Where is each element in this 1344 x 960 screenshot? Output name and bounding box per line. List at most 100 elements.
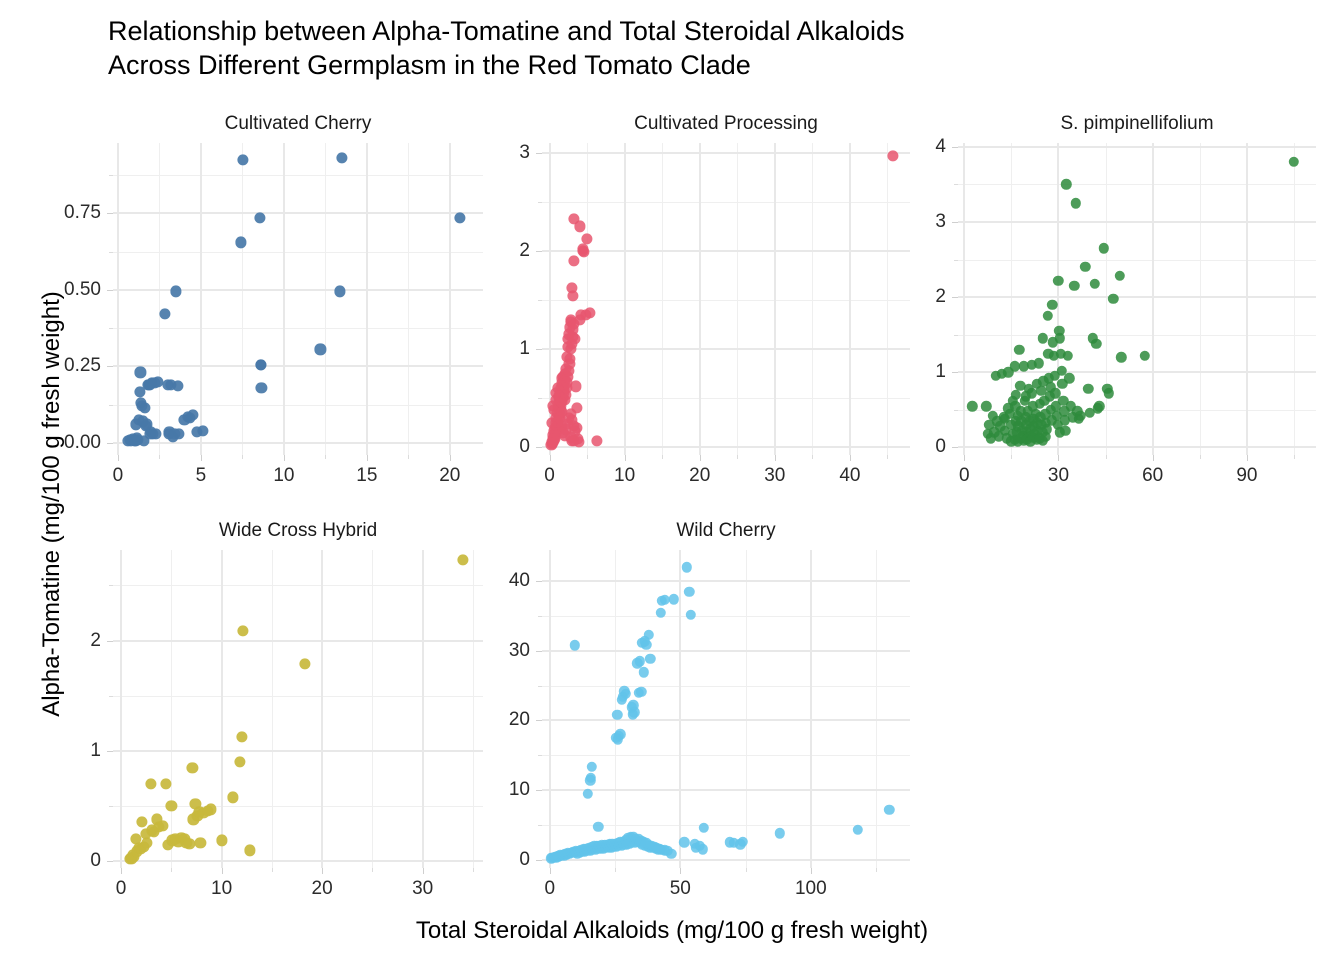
data-point — [1040, 409, 1051, 420]
data-point — [1015, 406, 1026, 417]
y-tick-mark — [536, 790, 542, 792]
data-point — [236, 731, 248, 743]
data-point — [1098, 243, 1110, 254]
x-tick-mark — [221, 868, 223, 874]
data-point — [1087, 333, 1099, 344]
gridline-minor-vertical — [271, 550, 273, 868]
data-point — [585, 772, 597, 783]
data-point — [556, 406, 568, 418]
panel-cultivated-processing: Cultivated Processing 0 10 20 30 40 0 1 2 3 — [519, 113, 910, 486]
data-point — [554, 412, 566, 424]
gridline-minor-horizontal — [113, 328, 483, 330]
x-tick-mark — [849, 455, 851, 461]
y-tick-minor — [954, 409, 958, 411]
y-tick-minor — [109, 806, 113, 808]
x-tick-label: 90 — [1236, 465, 1258, 486]
gridline-major-vertical — [448, 143, 451, 455]
gridline-minor-horizontal — [542, 201, 910, 203]
data-point — [170, 285, 182, 297]
x-tick-label: 0 — [115, 878, 127, 899]
x-tick-minor — [615, 868, 617, 872]
data-point — [685, 609, 696, 620]
data-point — [1068, 280, 1080, 292]
gridline-minor-vertical — [1105, 143, 1107, 455]
gridline-major-horizontal — [113, 749, 483, 752]
x-tick-mark — [200, 455, 202, 461]
gridline-major-vertical — [1151, 143, 1154, 455]
plot-area: 0 30 60 90 0 1 2 3 4 — [935, 136, 1316, 486]
data-point — [334, 285, 346, 297]
data-point — [1014, 344, 1025, 355]
gridline-minor-horizontal — [542, 398, 910, 400]
x-tick-mark — [449, 455, 451, 461]
x-tick-minor — [876, 868, 878, 872]
data-point — [172, 427, 185, 440]
data-point — [1053, 275, 1064, 286]
x-tick-mark — [549, 868, 551, 874]
data-point — [641, 639, 652, 650]
gridline-minor-vertical — [1294, 143, 1296, 455]
data-point — [638, 667, 649, 678]
gridline-minor-vertical — [242, 143, 244, 455]
data-point — [728, 837, 740, 849]
x-tick-label: 15 — [356, 465, 378, 486]
data-point — [165, 379, 177, 391]
data-point — [159, 308, 171, 320]
data-point — [1014, 380, 1026, 392]
data-point — [567, 255, 580, 267]
x-tick-minor — [472, 868, 474, 872]
gridline-major-horizontal — [958, 145, 1316, 148]
data-point — [615, 729, 626, 740]
x-tick-minor — [887, 455, 889, 459]
data-point — [132, 434, 144, 446]
data-point — [985, 433, 997, 444]
y-tick-mark — [536, 250, 542, 252]
data-point — [151, 813, 163, 825]
y-tick-label: 0.75 — [64, 202, 101, 224]
y-tick-label: 0 — [519, 848, 530, 870]
y-tick-minor — [109, 585, 113, 587]
data-point — [999, 413, 1011, 425]
y-tick-minor — [538, 398, 542, 400]
data-point — [1089, 278, 1100, 289]
data-point — [659, 594, 670, 606]
gridline-major-vertical — [120, 550, 123, 868]
data-point — [567, 323, 579, 335]
panel-title: Cultivated Processing — [634, 113, 818, 134]
data-point — [1011, 427, 1023, 438]
plot-inner — [542, 550, 910, 868]
gridline-minor-vertical — [325, 143, 327, 455]
data-point — [984, 419, 995, 431]
data-point — [634, 656, 646, 667]
data-point — [1020, 391, 1031, 402]
data-point — [1010, 415, 1022, 427]
gridline-minor-horizontal — [113, 251, 483, 253]
data-point — [570, 402, 583, 414]
data-point — [189, 798, 202, 810]
data-point — [568, 317, 580, 330]
data-point — [1083, 383, 1094, 395]
y-tick-mark — [536, 720, 542, 722]
y-tick-minor — [109, 404, 113, 406]
gridline-minor-horizontal — [958, 259, 1316, 261]
gridline-major-vertical — [321, 550, 324, 868]
x-tick-minor — [408, 455, 410, 459]
gridline-major-horizontal — [542, 580, 910, 583]
data-point — [1075, 410, 1086, 422]
data-point — [643, 629, 655, 641]
gridline-minor-horizontal — [113, 404, 483, 406]
gridline-minor-vertical — [472, 550, 474, 868]
data-point — [591, 435, 603, 447]
gridline-major-horizontal — [113, 639, 483, 642]
x-tick-mark — [549, 455, 551, 461]
data-point — [546, 417, 558, 429]
data-point — [966, 400, 978, 412]
plot-area: 0 10 20 30 40 0 1 2 3 — [519, 142, 910, 486]
data-point — [1053, 325, 1065, 337]
data-point — [581, 233, 593, 245]
y-tick-mark — [107, 213, 113, 215]
plot-inner — [542, 143, 910, 455]
data-point — [1009, 361, 1020, 372]
data-point — [1288, 156, 1300, 167]
